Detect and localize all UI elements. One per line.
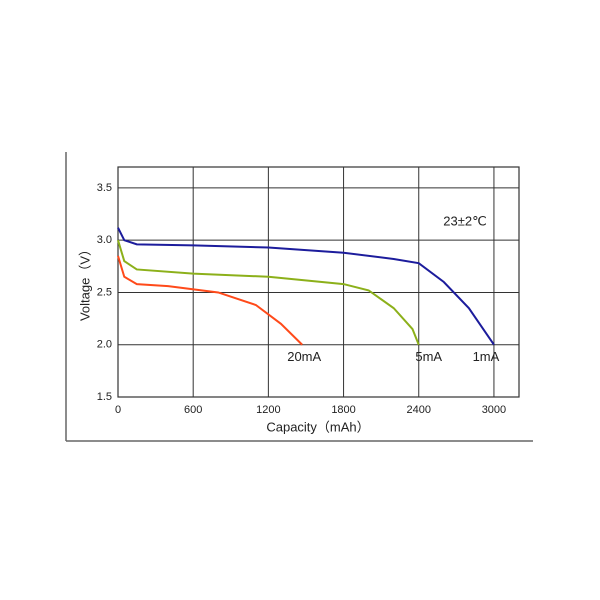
- y-tick-label: 1.5: [97, 391, 112, 403]
- x-tick-label: 2400: [407, 404, 431, 416]
- series-label: 5mA: [415, 349, 442, 364]
- series-line: [117, 227, 495, 346]
- y-tick-label: 3.5: [97, 182, 112, 194]
- x-tick-label: 600: [184, 404, 202, 416]
- series-line: [117, 255, 303, 346]
- y-axis-label: Voltage（V）: [77, 243, 92, 321]
- x-axis-label: Capacity（mAh）: [266, 419, 369, 434]
- x-tick-label: 1200: [256, 404, 280, 416]
- y-tick-label: 2.0: [97, 339, 112, 351]
- x-tick-label: 1800: [331, 404, 355, 416]
- y-tick-label: 3.0: [97, 234, 112, 246]
- series-label: 20mA: [287, 349, 321, 364]
- x-tick-label: 0: [115, 404, 121, 416]
- x-tick-label: 3000: [482, 404, 506, 416]
- y-tick-label: 2.5: [97, 286, 112, 298]
- series-line: [117, 239, 420, 346]
- annotation: 23±2℃: [443, 213, 486, 228]
- series-label: 1mA: [473, 349, 500, 364]
